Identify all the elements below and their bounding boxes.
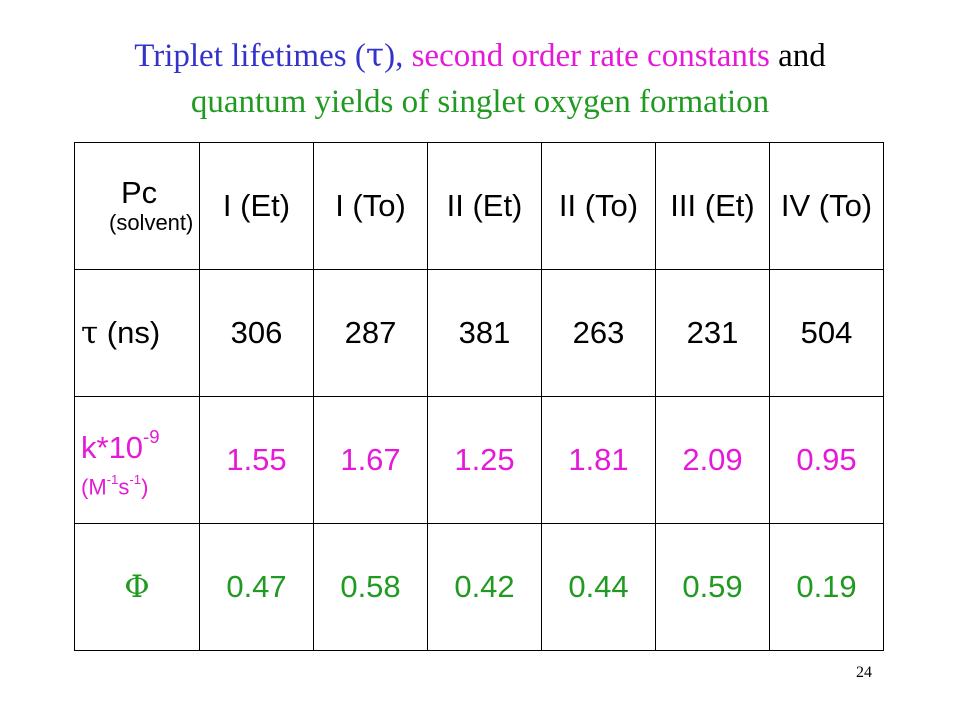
header-pc-cell: Pc (solvent) <box>74 142 200 270</box>
tau-label-cell: τ (ns) <box>74 269 200 397</box>
title-tau-symbol: τ <box>365 35 385 74</box>
tau-value: 381 <box>427 269 542 397</box>
col-header: I (To) <box>313 142 428 270</box>
solvent-label: (solvent) <box>109 210 194 235</box>
title-line-2: quantum yields of singlet oxygen formati… <box>190 84 770 120</box>
col-header: II (Et) <box>427 142 542 270</box>
tau-row: τ (ns) 306 287 381 263 231 504 <box>74 269 884 397</box>
phi-value: 0.42 <box>427 523 542 651</box>
k-value: 1.81 <box>541 396 656 524</box>
tau-value: 263 <box>541 269 656 397</box>
k-unit: (M-1s-1) <box>75 466 199 502</box>
k-unit-s: s <box>118 474 130 500</box>
k-unit-exp2: -1 <box>129 471 142 487</box>
phi-value: 0.47 <box>199 523 314 651</box>
col-header: IV (To) <box>769 142 884 270</box>
k-label-exponent: -9 <box>143 425 160 447</box>
tau-symbol: τ <box>81 315 99 351</box>
k-label: k*10-9 <box>75 419 199 466</box>
title-triplet-lifetimes: Triplet lifetimes ( <box>134 38 366 74</box>
title-rate-constants: second order rate constants <box>411 38 770 74</box>
slide-number: 24 <box>856 664 872 681</box>
k-unit-open: (M <box>81 474 107 500</box>
tau-value: 504 <box>769 269 884 397</box>
k-label-base: k*10 <box>81 429 144 465</box>
k-value: 2.09 <box>655 396 770 524</box>
k-value: 1.67 <box>313 396 428 524</box>
col-header: II (To) <box>541 142 656 270</box>
tau-value: 287 <box>313 269 428 397</box>
tau-unit: (ns) <box>98 315 161 350</box>
data-table: Pc (solvent) I (Et) I (To) II (Et) II (T… <box>74 142 884 651</box>
phi-value: 0.19 <box>769 523 884 651</box>
phi-value: 0.58 <box>313 523 428 651</box>
phi-value: 0.44 <box>541 523 656 651</box>
header-row: Pc (solvent) I (Et) I (To) II (Et) II (T… <box>74 142 884 270</box>
k-value: 0.95 <box>769 396 884 524</box>
pc-label: Pc <box>121 175 158 210</box>
k-unit-close: ) <box>141 474 149 500</box>
phi-value: 0.59 <box>655 523 770 651</box>
tau-value: 231 <box>655 269 770 397</box>
col-header: I (Et) <box>199 142 314 270</box>
k-value: 1.25 <box>427 396 542 524</box>
slide-title: Triplet lifetimes (τ), second order rate… <box>0 32 960 125</box>
k-label-cell: k*10-9 (M-1s-1) <box>74 396 200 524</box>
phi-row: Φ 0.47 0.58 0.42 0.44 0.59 0.19 <box>74 523 884 651</box>
k-row: k*10-9 (M-1s-1) 1.55 1.67 1.25 1.81 2.09… <box>74 396 884 524</box>
tau-value: 306 <box>199 269 314 397</box>
title-line-1: Triplet lifetimes (τ), second order rate… <box>0 32 960 79</box>
k-value: 1.55 <box>199 396 314 524</box>
k-unit-exp1: -1 <box>106 471 119 487</box>
phi-symbol: Φ <box>124 569 150 605</box>
title-paren-close: ), <box>384 38 412 74</box>
title-and: and <box>769 38 826 74</box>
col-header: III (Et) <box>655 142 770 270</box>
phi-label-cell: Φ <box>74 523 200 651</box>
